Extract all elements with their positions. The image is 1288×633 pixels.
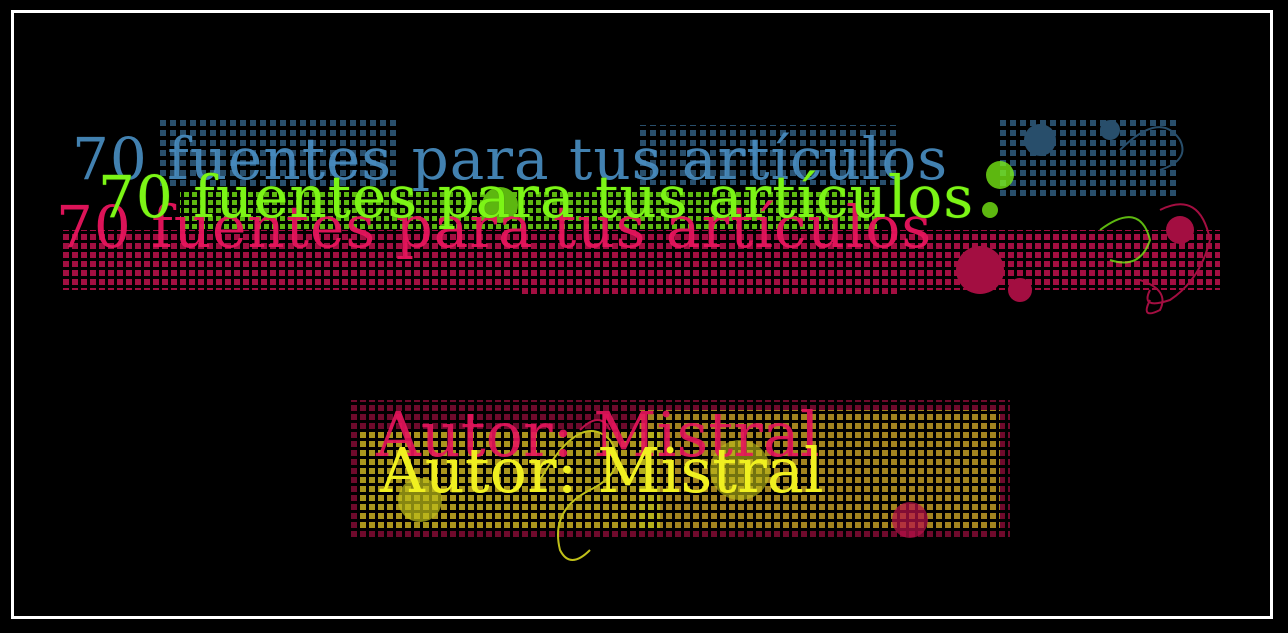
title-text-green: 70 fuentes para tus artículos <box>98 163 975 231</box>
author-text-pink: Autor: Mistral <box>376 398 820 471</box>
green-splatter <box>180 161 1152 264</box>
author-text-yellow: Autor: Mistral <box>380 434 824 507</box>
banner-frame <box>11 10 1273 619</box>
title-text-pink: 70 fuentes para tus artículos <box>56 193 933 261</box>
blue-splatter <box>160 118 1184 198</box>
author-splatter <box>350 400 1010 561</box>
pink-splatter <box>60 203 1220 315</box>
title-text-blue: 70 fuentes para tus artículos <box>72 125 949 193</box>
